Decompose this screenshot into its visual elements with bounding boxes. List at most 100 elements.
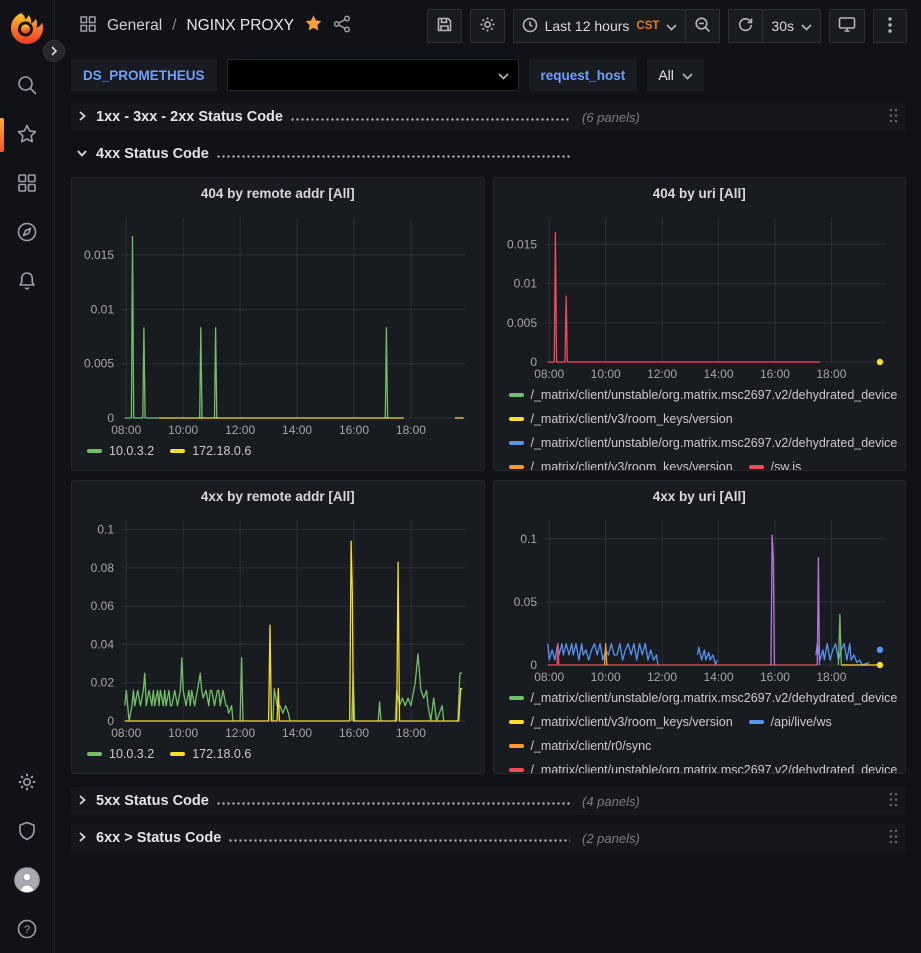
legend-label: 10.0.3.2 <box>109 443 155 458</box>
sidebar-expand-button[interactable] <box>43 40 65 62</box>
panel-title[interactable]: 4xx by uri [All] <box>652 488 746 504</box>
sidebar: ? <box>0 0 65 953</box>
svg-text:0: 0 <box>108 411 115 425</box>
dashboard-title: NGINX PROXY <box>186 17 295 34</box>
legend-item[interactable]: /_matrix/client/v3/room_keys/version <box>508 459 733 471</box>
legend-item[interactable]: /_matrix/client/unstable/org.matrix.msc2… <box>508 435 897 450</box>
legend-label: /_matrix/client/unstable/org.matrix.msc2… <box>530 762 898 774</box>
sidebar-item-dashboards[interactable] <box>0 173 55 195</box>
legend-item[interactable]: 10.0.3.2 <box>87 746 154 761</box>
shield-icon <box>16 820 38 845</box>
dashboard-grid-icon <box>79 15 97 38</box>
row-title: 1xx - 3xx - 2xx Status Code <box>96 109 283 125</box>
timeseries-chart[interactable]: 08:00 10:00 12:00 14:00 16:00 18:00 0 0.005 0.01… <box>76 208 479 440</box>
svg-text:0.01: 0.01 <box>91 302 115 316</box>
refresh-interval-picker[interactable]: 30s <box>762 9 821 43</box>
svg-text:10:00: 10:00 <box>591 367 621 381</box>
row-drag-handle[interactable] <box>889 829 898 847</box>
grafana-logo[interactable] <box>9 10 45 46</box>
datasource-select[interactable] <box>226 59 519 91</box>
variable-label-request-host: request_host <box>528 59 638 91</box>
more-options-button[interactable] <box>873 9 907 43</box>
row-header-4xx[interactable]: 4xx Status Code <box>71 140 906 168</box>
panel-legend: /_matrix/client/unstable/org.matrix.msc2… <box>494 384 906 470</box>
legend-label: /_matrix/client/v3/room_keys/version <box>530 714 733 729</box>
timezone-label: CST <box>636 20 660 32</box>
refresh-button[interactable] <box>728 9 764 43</box>
sidebar-item-profile[interactable] <box>0 866 55 893</box>
dashboards-grid-icon <box>17 173 37 196</box>
svg-text:08:00: 08:00 <box>534 670 564 684</box>
legend-item[interactable]: /sw.js <box>748 459 801 470</box>
compass-icon <box>16 221 38 246</box>
legend-item[interactable]: /api/live/ws <box>748 714 832 729</box>
legend-swatch <box>87 751 102 756</box>
row-header-6xx[interactable]: 6xx > Status Code (2 panels) <box>71 824 906 852</box>
favorite-star-icon[interactable] <box>304 14 323 38</box>
svg-text:0.02: 0.02 <box>91 676 115 690</box>
row-header-1xx-3xx-2xx[interactable]: 1xx - 3xx - 2xx Status Code (6 panels) <box>71 103 906 131</box>
time-range-picker[interactable]: Last 12 hours CST <box>512 9 687 43</box>
chevron-right-icon <box>76 830 88 846</box>
monitor-icon <box>838 16 856 36</box>
panel-title[interactable]: 404 by uri [All] <box>652 185 746 201</box>
sidebar-item-help[interactable]: ? <box>0 919 55 941</box>
svg-text:0.01: 0.01 <box>514 277 538 291</box>
legend-item[interactable]: /_matrix/client/unstable/org.matrix.msc2… <box>508 690 897 705</box>
sidebar-item-search[interactable] <box>0 75 55 97</box>
legend-swatch <box>748 719 764 724</box>
legend-item[interactable]: /_matrix/client/unstable/org.matrix.msc2… <box>508 762 898 774</box>
legend-label: /_matrix/client/v3/room_keys/version <box>530 459 733 471</box>
zoom-out-button[interactable] <box>685 9 721 43</box>
variable-label-ds-prometheus: DS_PROMETHEUS <box>71 59 217 91</box>
legend-item[interactable]: 172.18.0.6 <box>170 746 251 761</box>
sidebar-item-server-admin[interactable] <box>0 821 55 843</box>
sidebar-item-alerting[interactable] <box>0 271 55 293</box>
panel-title[interactable]: 4xx by remote addr [All] <box>200 488 355 504</box>
active-indicator <box>0 118 4 152</box>
row-title-dots <box>215 802 570 805</box>
panel-legend: 10.0.3.2 172.18.0.6 <box>72 440 484 470</box>
request-host-select[interactable]: All <box>647 59 704 91</box>
legend-item[interactable]: /_matrix/client/unstable/org.matrix.msc2… <box>508 387 897 402</box>
row-drag-handle[interactable] <box>889 108 898 126</box>
svg-text:12:00: 12:00 <box>225 726 255 740</box>
legend-item[interactable]: 172.18.0.6 <box>170 443 251 458</box>
cycle-view-mode-button[interactable] <box>829 9 865 43</box>
breadcrumb: General / NGINX PROXY <box>79 14 351 38</box>
gear-icon <box>479 16 496 36</box>
panel-title[interactable]: 404 by remote addr [All] <box>200 185 355 201</box>
svg-text:0.1: 0.1 <box>521 532 538 546</box>
timeseries-chart[interactable]: 08:00 10:00 12:00 14:00 16:00 18:00 0 0.005 0.01… <box>499 208 899 384</box>
sidebar-item-starred[interactable] <box>0 118 55 152</box>
timeseries-chart[interactable]: 08:00 10:00 12:00 14:00 16:00 18:00 0 0.02 0.04 0… <box>76 511 479 743</box>
save-dashboard-button[interactable] <box>426 9 462 43</box>
legend-item[interactable]: 10.0.3.2 <box>87 443 154 458</box>
row-header-5xx[interactable]: 5xx Status Code (4 panels) <box>71 787 906 815</box>
top-nav: General / NGINX PROXY <box>55 0 921 52</box>
legend-swatch <box>87 448 102 453</box>
chevron-down-icon <box>497 67 509 83</box>
row-title-dots <box>289 118 570 121</box>
share-icon[interactable] <box>333 15 351 38</box>
legend-item[interactable]: /_matrix/client/v3/room_keys/version <box>508 714 733 729</box>
clock-icon <box>522 17 538 36</box>
sidebar-item-settings[interactable] <box>0 772 55 794</box>
row-title: 4xx Status Code <box>96 146 209 162</box>
dashboard-settings-button[interactable] <box>469 9 505 43</box>
svg-text:14:00: 14:00 <box>282 726 312 740</box>
chevron-right-icon <box>76 109 88 125</box>
legend-item[interactable]: /_matrix/client/r0/sync <box>508 738 651 753</box>
row-panel-count: (4 panels) <box>582 793 640 809</box>
timeseries-chart[interactable]: 08:00 10:00 12:00 14:00 16:00 18:00 0 0.05 0.1 <box>499 511 899 687</box>
chevron-down-icon <box>682 67 693 83</box>
svg-text:0.05: 0.05 <box>514 595 538 609</box>
row-drag-handle[interactable] <box>889 792 898 810</box>
breadcrumb-folder[interactable]: General <box>107 17 163 34</box>
sidebar-item-explore[interactable] <box>0 222 55 244</box>
legend-label: 172.18.0.6 <box>192 443 252 458</box>
legend-item[interactable]: /_matrix/client/v3/room_keys/version <box>508 411 733 426</box>
breadcrumb-separator: / <box>172 17 177 34</box>
svg-text:0.005: 0.005 <box>84 357 114 371</box>
